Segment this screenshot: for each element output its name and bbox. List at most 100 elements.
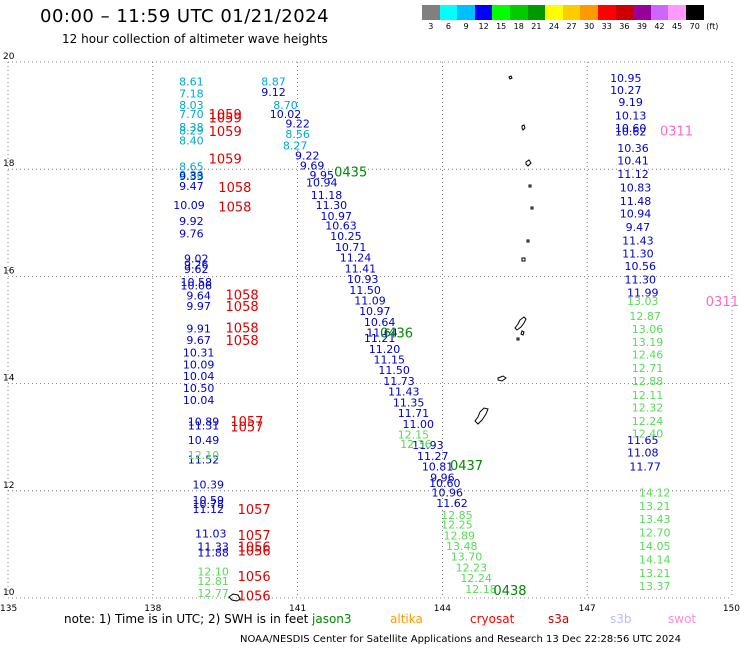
wave-height-value: 12.25 (441, 519, 473, 532)
wave-height-value: 11.09 (354, 295, 386, 308)
wave-height-value: 10.94 (620, 208, 652, 221)
pass-time-label: 0437 (450, 459, 483, 474)
wave-height-value: 9.12 (261, 86, 286, 99)
wave-height-value: 11.43 (622, 234, 654, 247)
colorbar-swatch (422, 5, 440, 20)
colorbar-label: 12 (478, 22, 489, 31)
wave-height-value: 11.12 (193, 503, 225, 516)
pass-time-label: 1058 (226, 300, 259, 315)
colorbar-label: 18 (513, 22, 524, 31)
colorbar-cell: 21 (527, 5, 546, 31)
y-tick-label: 12 (3, 481, 14, 491)
wave-height-value: 10.06 (180, 280, 212, 293)
wave-height-value: 11.77 (629, 461, 661, 474)
colorbar-label: 21 (531, 22, 542, 31)
wave-height-value: 10.31 (183, 347, 215, 360)
island-outline (521, 257, 526, 262)
colorbar-label: 30 (584, 22, 595, 31)
wave-height-value: 11.50 (378, 364, 410, 377)
wave-height-value: 11.00 (403, 418, 435, 431)
wave-height-value: 10.58 (180, 276, 212, 289)
pass-time-label: 1056 (238, 570, 271, 585)
wave-height-value: 11.08 (627, 447, 659, 460)
wave-height-value: 9.62 (184, 263, 209, 276)
pass-time-label: 1057 (238, 529, 271, 544)
wave-height-value: 8.03 (179, 99, 204, 112)
pass-time-label: 1057 (238, 503, 271, 518)
wave-height-value: 8.56 (285, 128, 310, 141)
wave-height-value: 11.21 (364, 332, 396, 345)
land-outlines (228, 75, 534, 602)
wave-height-value: 11.48 (620, 195, 652, 208)
wave-height-value: 9.95 (309, 169, 334, 182)
wave-height-value: 10.50 (183, 382, 215, 395)
wave-height-value: 13.37 (639, 580, 671, 593)
wave-height-value: 11.62 (436, 497, 468, 510)
footer-note: note: 1) Time is in UTC; 2) SWH is in fe… (64, 612, 309, 626)
wave-height-value: 11.64 (366, 327, 398, 340)
legend-entry-cryosat: cryosat (470, 612, 515, 626)
wave-height-value: 8.65 (179, 161, 204, 174)
x-tick-label: 138 (144, 604, 161, 614)
pass-time-label: 1056 (238, 544, 271, 559)
colorbar-label: 33 (601, 22, 612, 31)
legend-entry-jason3: jason3 (312, 612, 352, 626)
colorbar-label: 45 (672, 22, 683, 31)
wave-height-value: 13.03 (627, 295, 659, 308)
wave-height-value: 10.13 (615, 110, 647, 123)
wave-height-value: 11.99 (627, 286, 659, 299)
island-outline (521, 124, 526, 131)
axis-tick-labels: 135 138 141 144 147 150 10 12 14 16 18 20 (0, 52, 740, 614)
pass-time-label: 1058 (218, 181, 251, 196)
island-outline (497, 375, 507, 382)
wave-height-value: 8.87 (261, 75, 286, 88)
wave-height-value: 11.65 (627, 434, 659, 447)
wave-height-value: 10.95 (610, 72, 642, 85)
wave-height-value: 8.38 (179, 121, 204, 134)
wave-height-value: 9.92 (179, 215, 204, 228)
wave-height-value: 10.27 (610, 84, 642, 97)
wave-height-value: 13.43 (639, 513, 671, 526)
pass-time-label: 1057 (230, 420, 263, 435)
wave-height-value: 11.30 (316, 199, 348, 212)
wave-height-value: 10.09 (183, 358, 215, 371)
wave-height-value: 12.24 (632, 415, 664, 428)
island-outline (508, 75, 513, 80)
pass-time-label: 1059 (209, 112, 242, 127)
colorbar-cell: 39 (633, 5, 651, 31)
wave-height-value: 11.50 (349, 284, 381, 297)
island-outline (526, 239, 530, 243)
pass-time-label: 1058 (218, 201, 251, 216)
wave-height-value: 8.86 (179, 169, 204, 182)
colorbar-swatch (509, 5, 528, 20)
legend-entry-altika: altika (390, 612, 423, 626)
wave-height-value: 12.23 (456, 561, 488, 574)
page-subtitle: 12 hour collection of altimeter wave hei… (62, 32, 328, 46)
pass-time-label: 1057 (230, 415, 263, 430)
colorbar-label: 39 (636, 22, 648, 31)
wave-height-value: 8.29 (179, 125, 204, 138)
colorbar-swatch (685, 5, 704, 20)
wave-height-value: 12.10 (197, 566, 229, 579)
wave-height-value: 11.35 (393, 396, 425, 409)
y-tick-label: 20 (3, 52, 15, 62)
y-tick-label: 10 (3, 588, 15, 598)
colorbar-swatch (545, 5, 563, 20)
pass-time-label: 0435 (334, 165, 367, 180)
wave-height-value: 12.18 (465, 583, 497, 596)
colorbar-swatch (580, 5, 598, 20)
wave-height-value: 13.48 (446, 540, 478, 553)
wave-height-value: 10.60 (429, 477, 461, 490)
pass-time-labels: 1059105910591059105810581058105810581058… (209, 108, 739, 604)
island-outline (530, 206, 534, 210)
wave-height-value: 12.46 (632, 349, 664, 362)
wave-height-value: 11.30 (625, 274, 657, 287)
wave-height-value: 9.64 (186, 290, 211, 303)
pass-time-label: 1059 (209, 152, 242, 167)
wave-height-value: 10.62 (615, 126, 647, 139)
legend-entry-s3b: s3b (610, 612, 632, 626)
footer-credit: NOAA/NESDIS Center for Satellite Applica… (240, 634, 682, 645)
wave-height-value: 12.87 (629, 310, 661, 323)
wave-height-value: 9.47 (626, 221, 651, 234)
